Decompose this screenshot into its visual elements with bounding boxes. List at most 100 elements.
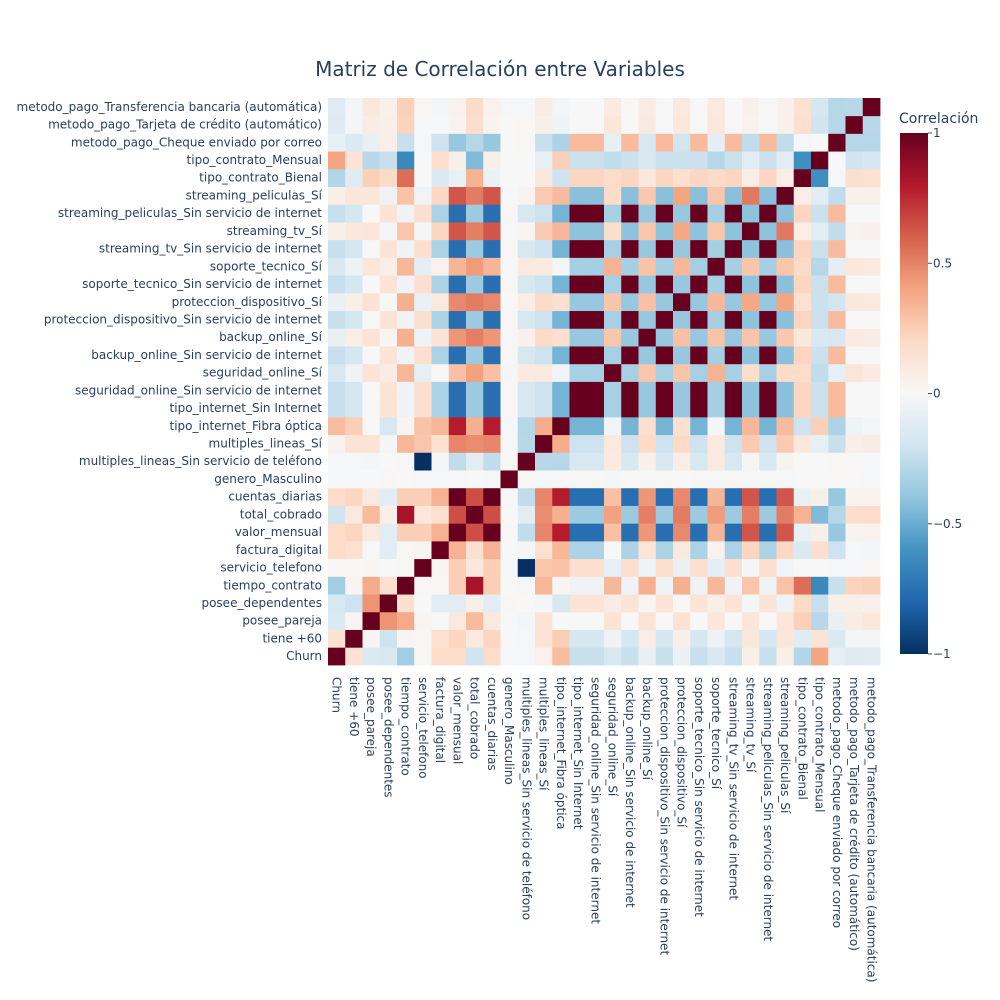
- heatmap-cell: [517, 151, 536, 170]
- heatmap-cell: [362, 168, 381, 187]
- heatmap-cell: [724, 133, 743, 152]
- heatmap-cell: [552, 275, 570, 294]
- heatmap-cell: [362, 328, 381, 347]
- heatmap-cell: [517, 204, 536, 223]
- heatmap-cell: [448, 416, 467, 436]
- heatmap-cell: [828, 204, 846, 223]
- heatmap-cell: [466, 98, 484, 117]
- heatmap-cell: [483, 115, 501, 134]
- heatmap-cell: [414, 576, 432, 595]
- heatmap-cell: [828, 381, 846, 400]
- heatmap-cell: [397, 540, 415, 560]
- heatmap-cell: [500, 558, 519, 577]
- heatmap-cell: [845, 151, 864, 170]
- heatmap-cell: [742, 346, 760, 365]
- heatmap-cell: [379, 239, 398, 258]
- x-tick-label: tipo_internet_Sin Internet: [571, 677, 585, 830]
- heatmap-cell: [397, 186, 415, 205]
- heatmap-cell: [448, 558, 467, 577]
- heatmap-cell: [535, 115, 553, 134]
- heatmap-cell: [500, 363, 519, 382]
- heatmap-cell: [690, 576, 708, 595]
- heatmap-cell: [483, 452, 501, 471]
- heatmap-cell: [466, 328, 484, 347]
- y-tick-label: streaming_tv_Sin servicio de internet: [99, 242, 322, 256]
- heatmap-cell: [862, 363, 881, 382]
- heatmap-cell: [431, 363, 450, 382]
- heatmap-cell: [379, 310, 398, 329]
- heatmap-cell: [811, 222, 829, 241]
- heatmap-cell: [414, 558, 432, 577]
- heatmap-cell: [500, 292, 519, 312]
- heatmap-cell: [845, 505, 864, 524]
- heatmap-cell: [328, 239, 346, 258]
- heatmap-cell: [569, 523, 588, 542]
- heatmap-cell: [724, 540, 743, 560]
- heatmap-cell: [638, 98, 657, 117]
- heatmap-cell: [604, 151, 622, 170]
- heatmap-cell: [621, 594, 639, 613]
- heatmap-cell: [500, 328, 519, 347]
- heatmap-cell: [793, 470, 812, 489]
- heatmap-cell: [397, 434, 415, 453]
- heatmap-cell: [500, 416, 519, 436]
- heatmap-cell: [535, 523, 553, 542]
- heatmap-cell: [414, 168, 432, 187]
- heatmap-cell: [759, 576, 777, 595]
- heatmap-cell: [448, 346, 467, 365]
- heatmap-cell: [862, 399, 881, 418]
- heatmap-cell: [655, 222, 674, 241]
- heatmap-cell: [776, 168, 795, 187]
- heatmap-cell: [673, 523, 691, 542]
- heatmap-cell: [379, 275, 398, 294]
- heatmap-cell: [431, 629, 450, 648]
- heatmap-cell: [362, 310, 381, 329]
- heatmap-cell: [828, 399, 846, 418]
- heatmap-cell: [776, 275, 795, 294]
- heatmap-cell: [535, 470, 553, 489]
- heatmap-cell: [552, 204, 570, 223]
- heatmap-cell: [483, 275, 501, 294]
- heatmap-cell: [655, 576, 674, 595]
- heatmap-cell: [690, 647, 708, 666]
- heatmap-cell: [673, 328, 691, 347]
- heatmap-cell: [776, 629, 795, 648]
- heatmap-cell: [397, 204, 415, 223]
- heatmap-cell: [362, 629, 381, 648]
- heatmap-cell: [414, 629, 432, 648]
- heatmap-cell: [707, 416, 726, 436]
- heatmap-cell: [638, 151, 657, 170]
- heatmap-cell: [328, 222, 346, 241]
- heatmap-cell: [742, 452, 760, 471]
- heatmap-cell: [776, 346, 795, 365]
- y-tick-label: tiempo_contrato: [223, 578, 322, 592]
- heatmap-cells: [328, 98, 881, 666]
- heatmap-cell: [362, 292, 381, 312]
- heatmap-cell: [673, 416, 691, 436]
- heatmap-cell: [345, 629, 363, 648]
- heatmap-cell: [552, 98, 570, 117]
- heatmap-cell: [362, 346, 381, 365]
- heatmap-cell: [811, 346, 829, 365]
- heatmap-cell: [759, 310, 777, 329]
- heatmap-cell: [483, 98, 501, 117]
- heatmap-cell: [517, 346, 536, 365]
- heatmap-cell: [828, 328, 846, 347]
- heatmap-cell: [328, 629, 346, 648]
- heatmap-cell: [776, 594, 795, 613]
- heatmap-cell: [724, 594, 743, 613]
- heatmap-cell: [707, 310, 726, 329]
- x-axis-tick-labels: Churn tiene +60 posee_pareja posee_dependen…: [330, 677, 879, 982]
- heatmap-cell: [483, 594, 501, 613]
- heatmap-cell: [673, 470, 691, 489]
- heatmap-cell: [500, 452, 519, 471]
- heatmap-cell: [673, 204, 691, 223]
- heatmap-cell: [448, 204, 467, 223]
- heatmap-cell: [431, 487, 450, 506]
- heatmap-cell: [793, 611, 812, 630]
- heatmap-cell: [345, 576, 363, 595]
- heatmap-cell: [535, 594, 553, 613]
- heatmap-cell: [362, 576, 381, 595]
- heatmap-cell: [500, 434, 519, 453]
- heatmap-cell: [379, 594, 398, 613]
